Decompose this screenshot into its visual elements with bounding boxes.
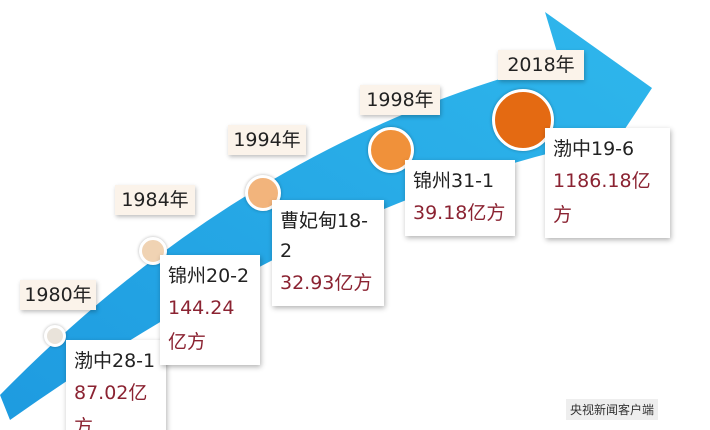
- timeline-dot: [492, 89, 554, 151]
- reserve-value: 32.93亿方: [280, 272, 373, 294]
- field-name: 渤中19-6: [553, 138, 635, 160]
- field-card: 曹妃甸18-2 32.93亿方: [272, 200, 384, 306]
- field-card: 锦州31-1 39.18亿方: [405, 160, 515, 236]
- field-card: 渤中28-1 87.02亿方: [66, 340, 166, 430]
- field-name: 锦州31-1: [413, 170, 495, 192]
- field-card: 渤中19-6 1186.18亿方: [545, 128, 670, 238]
- year-label: 1984年: [115, 185, 195, 215]
- year-label: 1998年: [360, 85, 440, 115]
- reserve-value: 144.24亿方: [168, 297, 235, 353]
- year-label: 2018年: [498, 50, 584, 80]
- field-name: 曹妃甸18-2: [280, 210, 369, 262]
- reserve-value: 1186.18亿方: [553, 170, 651, 226]
- year-label: 1980年: [20, 280, 96, 310]
- timeline-dot: [44, 325, 66, 347]
- reserve-value: 39.18亿方: [413, 202, 506, 224]
- timeline-dot: [245, 175, 281, 211]
- field-name: 渤中28-1: [74, 350, 156, 372]
- field-name: 锦州20-2: [168, 265, 250, 287]
- reserve-value: 87.02亿方: [74, 382, 148, 430]
- field-card: 锦州20-2 144.24亿方: [160, 255, 260, 365]
- year-label: 1994年: [228, 125, 306, 155]
- watermark: 央视新闻客户端: [566, 399, 659, 420]
